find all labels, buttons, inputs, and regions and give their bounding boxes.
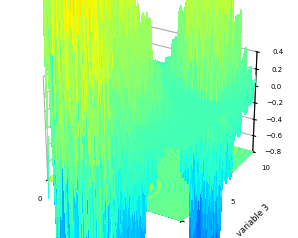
Y-axis label: variable 3: variable 3 [235, 203, 272, 238]
X-axis label: variable 2: variable 2 [71, 234, 113, 238]
